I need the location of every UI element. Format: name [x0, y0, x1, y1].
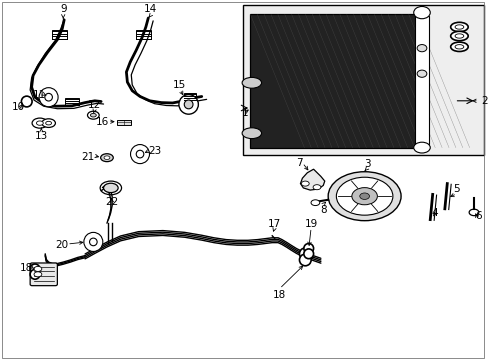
Ellipse shape	[32, 118, 47, 128]
Ellipse shape	[468, 209, 478, 216]
Text: 2: 2	[480, 96, 487, 106]
Bar	[250, 14, 415, 148]
Bar	[183, 93, 195, 100]
Ellipse shape	[450, 31, 467, 41]
Text: 19: 19	[304, 219, 317, 229]
Ellipse shape	[303, 249, 313, 259]
Text: 9: 9	[60, 4, 66, 14]
Text: 5: 5	[453, 184, 459, 194]
Text: 16: 16	[96, 117, 109, 127]
Ellipse shape	[136, 150, 143, 158]
Text: 12: 12	[88, 100, 101, 110]
Text: 10: 10	[12, 102, 25, 112]
Ellipse shape	[87, 111, 99, 119]
Ellipse shape	[303, 243, 313, 253]
Ellipse shape	[351, 188, 377, 205]
Ellipse shape	[30, 269, 40, 279]
Text: 18: 18	[272, 290, 285, 300]
Bar	[65, 98, 79, 105]
Ellipse shape	[416, 45, 426, 52]
Ellipse shape	[450, 22, 467, 32]
Text: 1: 1	[241, 108, 247, 118]
Text: 20: 20	[55, 240, 68, 250]
Ellipse shape	[454, 45, 463, 49]
Text: 21: 21	[81, 152, 95, 162]
Ellipse shape	[45, 121, 51, 125]
Ellipse shape	[454, 34, 463, 38]
Ellipse shape	[21, 96, 32, 107]
Ellipse shape	[34, 272, 42, 277]
Ellipse shape	[299, 254, 310, 266]
Text: 11: 11	[33, 90, 46, 100]
Text: 3: 3	[363, 159, 369, 169]
Ellipse shape	[30, 264, 40, 274]
Ellipse shape	[34, 266, 42, 271]
Bar	[414, 16, 428, 144]
Text: 6: 6	[475, 211, 481, 221]
Bar	[52, 30, 66, 39]
Ellipse shape	[359, 193, 369, 199]
Text: 8: 8	[319, 205, 326, 215]
Text: 7: 7	[295, 158, 302, 168]
Ellipse shape	[413, 142, 429, 153]
Text: 13: 13	[35, 131, 48, 141]
Ellipse shape	[301, 181, 308, 186]
Ellipse shape	[103, 183, 118, 193]
Ellipse shape	[299, 248, 310, 260]
Text: 23: 23	[148, 146, 161, 156]
Bar	[243, 5, 483, 155]
Text: 15: 15	[173, 80, 186, 90]
Polygon shape	[300, 169, 324, 190]
Text: 18: 18	[20, 263, 33, 273]
FancyBboxPatch shape	[30, 263, 57, 286]
Ellipse shape	[416, 70, 426, 77]
Ellipse shape	[89, 238, 97, 246]
Ellipse shape	[327, 172, 400, 221]
Ellipse shape	[242, 77, 261, 88]
Bar	[136, 30, 150, 39]
Ellipse shape	[179, 95, 198, 114]
Ellipse shape	[336, 177, 392, 215]
Ellipse shape	[101, 154, 113, 162]
Ellipse shape	[104, 156, 110, 159]
Ellipse shape	[39, 88, 58, 107]
Ellipse shape	[83, 233, 102, 251]
Ellipse shape	[312, 185, 320, 190]
Ellipse shape	[130, 145, 149, 163]
Ellipse shape	[45, 93, 52, 101]
Ellipse shape	[413, 6, 429, 19]
Text: 17: 17	[267, 219, 281, 229]
Ellipse shape	[454, 25, 463, 29]
Ellipse shape	[450, 42, 467, 51]
Text: 14: 14	[144, 4, 157, 14]
Ellipse shape	[42, 119, 55, 127]
Ellipse shape	[310, 200, 319, 206]
Bar	[117, 120, 130, 125]
Ellipse shape	[242, 128, 261, 139]
Ellipse shape	[90, 113, 96, 117]
Text: 22: 22	[105, 197, 118, 207]
Text: 4: 4	[431, 208, 438, 218]
Ellipse shape	[184, 100, 193, 109]
Ellipse shape	[37, 121, 43, 125]
